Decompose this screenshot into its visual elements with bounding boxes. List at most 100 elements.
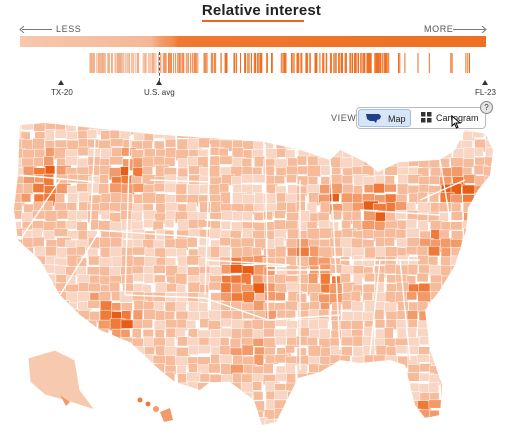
district-shape (452, 345, 467, 357)
district-shape (342, 428, 356, 438)
district-shape (496, 302, 509, 310)
district-shape (483, 284, 493, 296)
district-shape (441, 399, 452, 413)
district-shape (186, 237, 198, 248)
district-shape (99, 383, 114, 396)
district-shape (384, 183, 397, 193)
district-shape (351, 147, 363, 159)
district-shape (319, 418, 333, 425)
cartogram-view-button[interactable]: Cartogram (415, 109, 485, 127)
district-shape (450, 364, 466, 378)
district-shape (87, 364, 103, 376)
district-shape (275, 130, 289, 144)
district-shape (231, 401, 244, 411)
district-shape (306, 165, 322, 178)
district-shape (407, 263, 419, 276)
district-shape (99, 174, 109, 184)
district-shape (484, 364, 493, 376)
district-shape (408, 417, 423, 425)
district-shape (462, 346, 473, 357)
district-shape (220, 381, 231, 394)
district-shape (341, 372, 354, 383)
district-shape (231, 417, 242, 425)
district-shape (450, 309, 466, 320)
district-shape (395, 210, 407, 220)
district-shape (165, 123, 178, 133)
district-shape (307, 345, 322, 358)
district-shape (394, 408, 405, 420)
district-shape (485, 202, 493, 214)
district-shape (287, 410, 302, 424)
district-shape (131, 429, 143, 437)
district-shapes (14, 123, 509, 440)
district-shape (14, 344, 22, 359)
district-shape (428, 123, 441, 134)
district-shape (32, 183, 45, 193)
district-shape (14, 290, 22, 304)
district-shape (307, 372, 321, 385)
district-shape (353, 427, 362, 436)
district-shape (100, 364, 113, 377)
district-shape (484, 290, 493, 304)
district-shape (263, 123, 278, 134)
district-shape (483, 301, 493, 314)
district-shape (23, 347, 36, 357)
district-shape (98, 183, 110, 195)
district-shape (329, 193, 340, 202)
district-shape (275, 292, 286, 301)
district-shape (483, 255, 493, 267)
district-shape (175, 183, 187, 195)
district-shape (340, 123, 353, 132)
district-shape (285, 123, 299, 135)
district-shape (472, 363, 483, 375)
district-shape (253, 211, 264, 221)
district-shape (176, 382, 189, 394)
district-shape (495, 266, 508, 279)
district-shape (361, 129, 376, 143)
map-view-button[interactable]: Map (358, 109, 411, 127)
district-shape (373, 140, 387, 154)
district-shape (484, 310, 493, 321)
district-shape (197, 382, 210, 392)
district-shape (485, 219, 493, 231)
district-shape (176, 410, 186, 424)
district-shape (394, 365, 406, 378)
district-shape (88, 428, 101, 440)
district-shape (384, 355, 399, 368)
district-shape (296, 155, 307, 166)
us-average-line (159, 52, 160, 81)
district-shape (462, 309, 474, 320)
district-shape (496, 321, 509, 334)
district-shape (296, 408, 312, 421)
district-shape (473, 147, 484, 157)
district-shape (287, 391, 301, 401)
district-shape (14, 318, 24, 328)
district-shape (320, 130, 336, 144)
district-shape (208, 363, 221, 374)
us-district-map[interactable] (0, 120, 523, 444)
district-shape (462, 194, 478, 204)
district-shape (297, 391, 309, 406)
help-button[interactable]: ? (480, 101, 493, 114)
district-shape (295, 383, 311, 394)
district-shape (363, 184, 376, 193)
district-shape (55, 300, 70, 312)
district-shape (451, 140, 463, 150)
district-shape (144, 373, 155, 385)
district-shape (109, 399, 122, 409)
district-shape (174, 400, 190, 414)
district-shape (461, 320, 474, 334)
district-shape (132, 256, 146, 267)
district-shape (405, 123, 417, 133)
district-shape (285, 129, 301, 141)
district-shape (485, 335, 493, 347)
district-shape (495, 130, 508, 142)
district-shape (188, 345, 200, 355)
district-shape (484, 317, 493, 329)
us-map-icon (366, 114, 381, 123)
district-shape (42, 338, 59, 352)
district-shape (406, 147, 422, 161)
district-shape (175, 389, 187, 403)
district-shape (374, 399, 390, 414)
district-shape (405, 246, 418, 256)
